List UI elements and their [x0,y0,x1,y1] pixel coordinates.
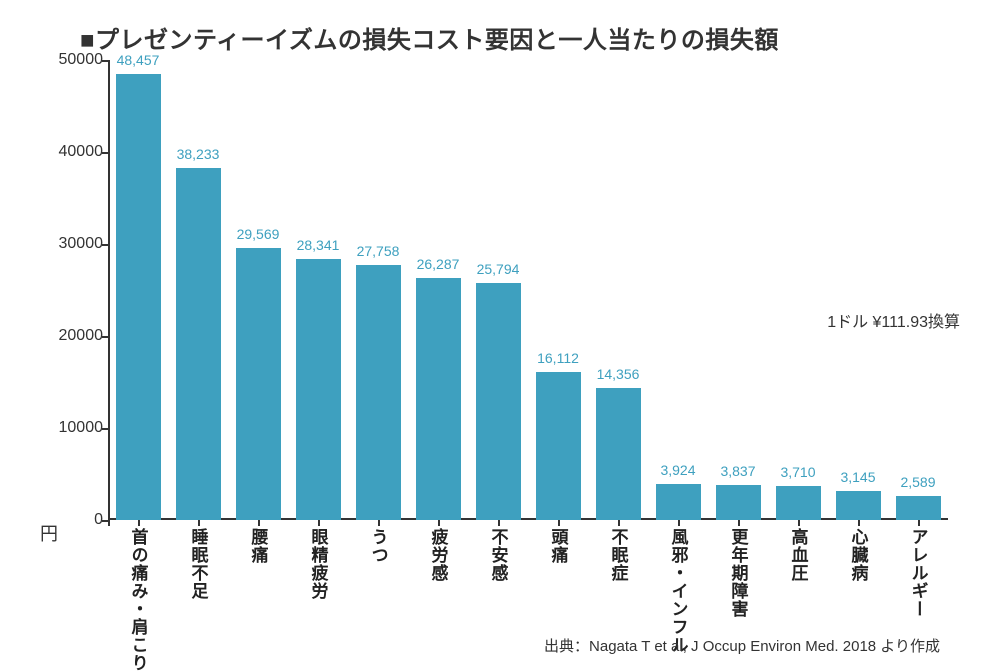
bar: 2,589 [896,496,941,520]
y-tick-mark [102,152,108,154]
category-label: 心臓病 [846,528,871,582]
bar: 16,112 [536,372,581,520]
y-tick-mark [102,336,108,338]
y-tick-mark [102,428,108,430]
category-label: 腰痛 [246,528,271,564]
category-label: 頭痛 [546,528,571,564]
bar-value-label: 3,837 [716,463,761,479]
chart-plot-area: 48,457 38,233 29,569 28,341 27,758 26,287 25,7… [108,60,948,520]
source-citation: 出典：Nagata T et al, J Occup Environ Med. … [544,635,940,656]
bar-value-label: 16,112 [536,350,581,366]
category-label: 不安感 [486,528,511,582]
x-tick-mark [108,520,110,526]
x-tick-mark [378,520,380,526]
exchange-rate-annotation: 1ドル ¥111.93換算 [827,308,960,332]
y-tick-label: 40000 [53,143,103,161]
bar: 26,287 [416,278,461,520]
bar-value-label: 48,457 [116,52,161,68]
category-label: 首の痛み・肩こり [126,528,151,672]
bar: 3,837 [716,485,761,520]
y-tick-mark [102,60,108,62]
x-tick-mark [318,520,320,526]
bar: 14,356 [596,388,641,520]
x-tick-mark [258,520,260,526]
bar: 3,145 [836,491,881,520]
bar-container: 48,457 38,233 29,569 28,341 27,758 26,287 25,7… [108,60,948,520]
bar: 27,758 [356,265,401,520]
x-tick-mark [198,520,200,526]
bar-value-label: 3,924 [656,462,701,478]
chart-title: ■プレゼンティーイズムの損失コスト要因と一人当たりの損失額 [80,20,779,55]
bar-value-label: 38,233 [176,146,221,162]
y-tick-label: 0 [53,511,103,529]
bar: 48,457 [116,74,161,520]
bar-value-label: 28,341 [296,237,341,253]
y-tick-label: 20000 [53,327,103,345]
bar: 28,341 [296,259,341,520]
x-tick-mark [738,520,740,526]
category-label: 高血圧 [786,528,811,582]
category-label: 睡眠不足 [186,528,211,600]
bar-value-label: 3,145 [836,469,881,485]
bar: 38,233 [176,168,221,520]
x-tick-mark [438,520,440,526]
bar: 29,569 [236,248,281,520]
x-tick-mark [498,520,500,526]
x-tick-mark [798,520,800,526]
x-tick-mark [558,520,560,526]
bar-value-label: 25,794 [476,261,521,277]
x-tick-mark [618,520,620,526]
category-label: 疲労感 [426,528,451,582]
x-tick-mark [918,520,920,526]
x-tick-mark [678,520,680,526]
bar-value-label: 3,710 [776,464,821,480]
x-tick-mark [858,520,860,526]
y-tick-mark [102,244,108,246]
bar-value-label: 14,356 [596,366,641,382]
y-tick-label: 10000 [53,419,103,437]
bar: 25,794 [476,283,521,520]
category-label: 眼精疲労 [306,528,331,600]
category-label: 不眠症 [606,528,631,582]
bar-value-label: 27,758 [356,243,401,259]
y-tick-label: 50000 [53,51,103,69]
category-label: アレルギー [906,528,931,618]
category-label: うつ [366,528,391,564]
y-tick-label: 30000 [53,235,103,253]
bar-value-label: 29,569 [236,226,281,242]
x-tick-mark [138,520,140,526]
bar: 3,710 [776,486,821,520]
bar: 3,924 [656,484,701,520]
y-axis-unit-label: 円 [40,520,58,546]
bar-value-label: 26,287 [416,256,461,272]
category-label: 更年期障害 [726,528,751,618]
bar-value-label: 2,589 [896,474,941,490]
